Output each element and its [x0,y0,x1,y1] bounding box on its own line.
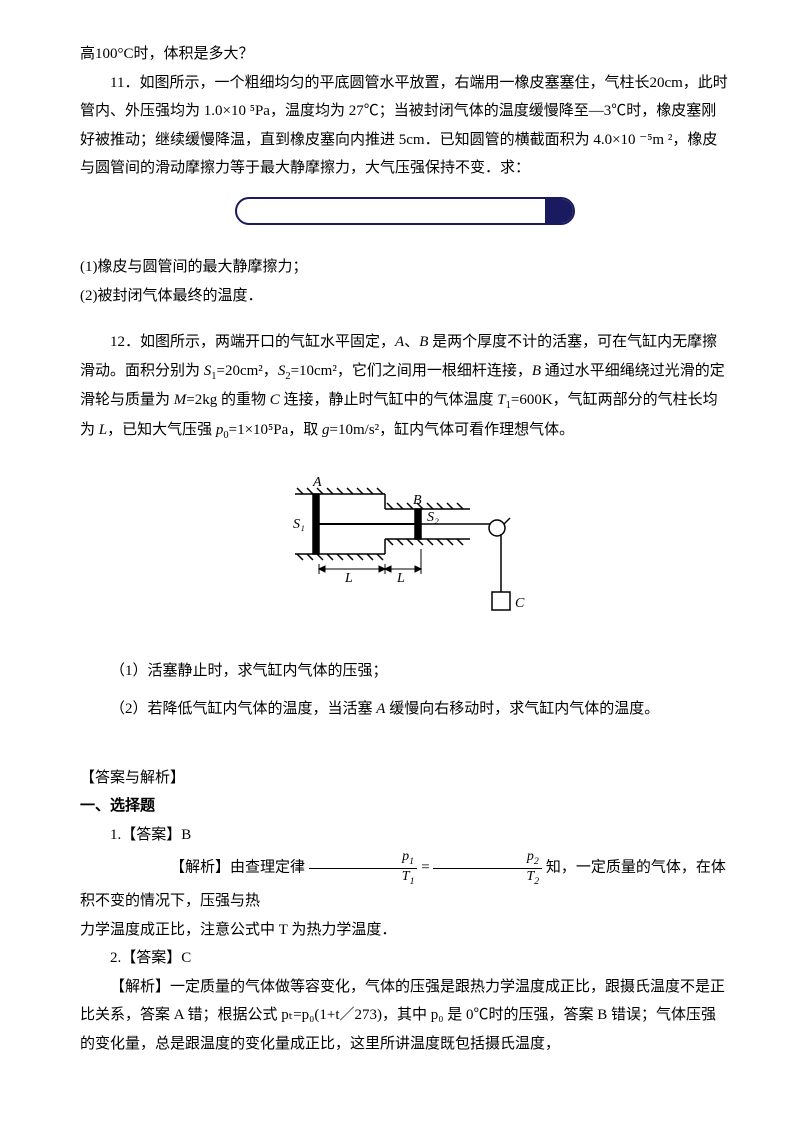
q12-sub2: （2）若降低气缸内气体的温度，当活塞 A 缓慢向右移动时，求气缸内气体的温度。 [80,695,730,724]
label-L2: L [396,571,405,586]
a1-exp: 【解析】由查理定律 p1T1 = p2T2 知，一定质量的气体，在体积不变的情况… [80,849,730,916]
label-L1: L [344,571,353,586]
q11-figure [80,197,730,236]
a2-exp: 【解析】一定质量的气体做等容变化，气体的压强是跟热力学温度成正比，跟摄氏温度不是… [80,973,730,1059]
q11-sub1: (1)橡皮与圆管间的最大静摩擦力； [80,253,730,282]
answers-title: 【答案与解析】 [80,764,730,793]
a1-num: 1.【答案】B [80,821,730,850]
label-C: C [515,596,525,611]
q11-text: 11．如图所示，一个粗细均匀的平底圆管水平放置，右端用一橡皮塞塞住，气柱长20c… [80,69,730,183]
tube-plug [545,199,573,223]
tube-body [235,197,575,225]
cylinder-diagram: A B S₁ S₂ L L C [275,464,535,624]
label-B: B [413,493,422,508]
label-A: A [312,475,322,490]
q11-sub2: (2)被封闭气体最终的温度． [80,282,730,311]
label-S2: S₂ [427,510,439,525]
q10-tail: 高100°C时，体积是多大？ [80,40,730,69]
a1-exp-cont: 力学温度成正比，注意公式中 T 为热力学温度． [80,916,730,945]
q12-figure: A B S₁ S₂ L L C [80,464,730,635]
q12-sub1: （1）活塞静止时，求气缸内气体的压强； [80,657,730,686]
a2-num: 2.【答案】C [80,944,730,973]
q12-text: 12．如图所示，两端开口的气缸水平固定，A、B 是两个厚度不计的活塞，可在气缸内… [80,328,730,446]
label-S1: S₁ [293,517,305,532]
section1-title: 一、选择题 [80,792,730,821]
